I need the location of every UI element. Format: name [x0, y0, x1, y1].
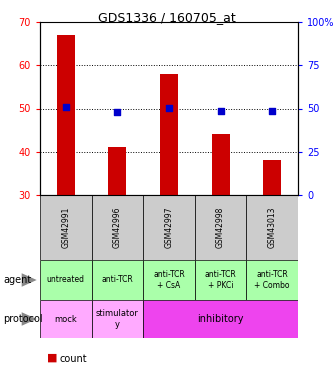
Text: anti-TCR: anti-TCR [102, 276, 133, 285]
Bar [195, 195, 246, 260]
Bar [40, 260, 92, 300]
Point [115, 109, 120, 115]
Bar [143, 300, 298, 338]
Text: anti-TCR
+ PKCi: anti-TCR + PKCi [205, 270, 236, 290]
Bar [263, 160, 281, 195]
Text: GSM42991: GSM42991 [61, 207, 70, 248]
Text: GDS1336 / 160705_at: GDS1336 / 160705_at [98, 11, 235, 24]
Point [166, 105, 172, 111]
Text: ■: ■ [47, 353, 57, 363]
Bar [143, 195, 195, 260]
Bar [40, 300, 92, 338]
Text: mock: mock [54, 315, 77, 324]
Bar [160, 74, 178, 195]
Text: GSM42997: GSM42997 [165, 207, 173, 248]
Bar [246, 195, 298, 260]
Text: stimulator
y: stimulator y [96, 309, 139, 329]
Bar [57, 35, 75, 195]
Point [218, 108, 223, 114]
Bar [108, 147, 127, 195]
Bar [195, 260, 246, 300]
Text: count: count [60, 354, 88, 364]
Bar [143, 260, 195, 300]
Bar [92, 300, 143, 338]
Text: protocol: protocol [3, 314, 43, 324]
Text: GSM42998: GSM42998 [216, 207, 225, 248]
Text: agent: agent [3, 275, 32, 285]
Bar [211, 135, 230, 195]
Point [63, 104, 69, 110]
Text: GSM42996: GSM42996 [113, 207, 122, 248]
Text: anti-TCR
+ CsA: anti-TCR + CsA [153, 270, 185, 290]
Bar [92, 260, 143, 300]
Text: anti-TCR
+ Combo: anti-TCR + Combo [254, 270, 290, 290]
Bar [246, 260, 298, 300]
Text: untreated: untreated [47, 276, 85, 285]
Text: GSM43013: GSM43013 [268, 207, 277, 248]
Bar [40, 195, 92, 260]
Text: inhibitory: inhibitory [197, 314, 244, 324]
Bar [92, 195, 143, 260]
Point [269, 108, 275, 114]
